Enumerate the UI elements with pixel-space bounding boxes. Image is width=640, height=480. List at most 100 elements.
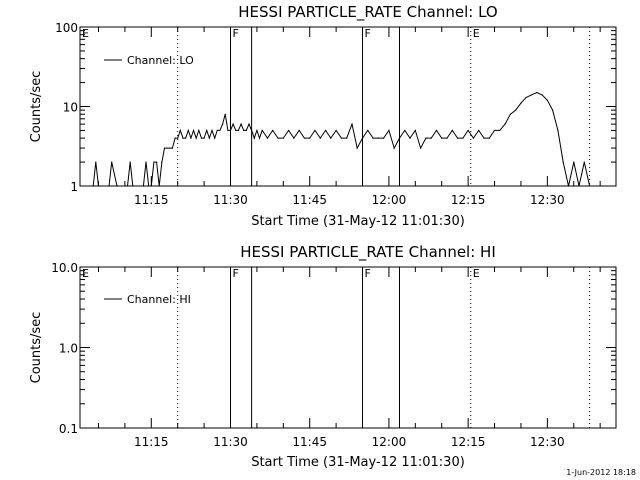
chart-title: HESSI PARTICLE_RATE Channel: LO	[238, 3, 497, 22]
data-point	[530, 94, 533, 96]
x-tick-label: 12:00	[372, 193, 407, 207]
y-tick-label: 10	[63, 101, 78, 115]
data-point	[541, 94, 543, 96]
data-point	[583, 161, 585, 163]
data-point	[573, 161, 575, 163]
data-point	[441, 137, 443, 139]
data-point	[515, 109, 517, 111]
data-point	[161, 161, 163, 163]
data-point	[446, 137, 448, 139]
data-point	[258, 137, 261, 139]
x-axis-label: Start Time (31-May-12 11:01:30)	[251, 455, 465, 470]
data-point	[206, 129, 208, 132]
data-point	[200, 137, 203, 139]
x-tick-label: 11:45	[292, 435, 327, 449]
data-point	[361, 137, 364, 139]
data-point	[425, 137, 427, 139]
data-point	[195, 137, 197, 139]
data-point	[126, 185, 129, 187]
data-point	[552, 109, 554, 111]
plot-frame	[79, 26, 617, 187]
y-tick-label: 0.1	[59, 422, 78, 436]
data-point	[435, 129, 438, 132]
x-tick-label: 12:30	[530, 193, 565, 207]
data-point	[163, 147, 166, 149]
data-point	[251, 129, 253, 132]
data-point	[367, 129, 369, 132]
panel-lo: HESSI PARTICLE_RATE Channel: LO Start Tim…	[29, 3, 617, 229]
data-point	[372, 137, 374, 139]
data-point	[116, 185, 118, 187]
y-axis-label: Counts/sec	[29, 71, 44, 143]
x-tick-label: 12:15	[451, 435, 486, 449]
data-point	[467, 129, 469, 132]
data-point	[190, 137, 192, 139]
data-point	[488, 137, 490, 139]
data-point	[179, 129, 181, 132]
event-label: F	[365, 27, 371, 40]
data-point	[298, 129, 300, 132]
data-point	[499, 129, 501, 132]
data-point	[216, 129, 218, 132]
data-point	[266, 137, 269, 139]
data-point	[493, 129, 496, 132]
data-point	[187, 129, 189, 132]
data-point	[309, 137, 311, 139]
data-point	[169, 147, 171, 149]
data-point	[293, 137, 295, 139]
data-point	[456, 137, 459, 139]
event-label: F	[365, 267, 371, 280]
footer-timestamp: 1-Jun-2012 18:18	[566, 468, 636, 477]
data-point	[282, 137, 284, 139]
data-point	[525, 96, 527, 99]
data-point	[404, 129, 406, 132]
data-point	[409, 137, 411, 139]
data-point	[145, 161, 147, 163]
data-point	[203, 137, 205, 139]
data-point	[243, 129, 245, 132]
data-point	[509, 113, 511, 115]
data-point	[335, 129, 337, 132]
data-point	[185, 137, 187, 139]
event-label: F	[233, 27, 239, 40]
data-point	[478, 129, 480, 132]
data-point	[340, 137, 342, 139]
x-tick-label: 11:15	[134, 435, 169, 449]
data-point	[567, 185, 570, 187]
y-tick-label: 100	[55, 21, 78, 35]
plot-frame	[79, 266, 617, 429]
event-label: E	[473, 267, 480, 280]
data-point	[237, 129, 240, 132]
data-point	[578, 185, 580, 187]
x-tick-label: 12:00	[372, 435, 407, 449]
data-point	[383, 137, 385, 139]
data-point	[214, 137, 216, 139]
data-point	[414, 129, 416, 132]
data-point	[388, 129, 390, 132]
data-point	[319, 137, 321, 139]
data-point	[227, 129, 229, 132]
data-point	[351, 123, 353, 125]
x-tick-label: 12:30	[530, 435, 565, 449]
data-point	[198, 129, 200, 132]
x-tick-label: 11:15	[134, 193, 169, 207]
data-point	[420, 147, 422, 149]
data-point	[92, 185, 94, 187]
data-point	[132, 185, 134, 187]
data-point	[208, 137, 210, 139]
data-point	[232, 123, 234, 125]
series-line-channel-lo	[92, 91, 591, 187]
data-point	[472, 137, 475, 139]
data-point	[324, 129, 327, 132]
data-point	[256, 129, 258, 132]
data-point	[171, 147, 174, 149]
data-point	[111, 161, 113, 163]
data-point	[557, 129, 559, 132]
data-point	[483, 137, 485, 139]
legend-label: Channel: LO	[127, 54, 194, 67]
data-point	[248, 123, 250, 125]
data-point	[253, 137, 255, 139]
data-point	[393, 147, 395, 149]
data-point	[314, 129, 316, 132]
data-point	[177, 137, 179, 139]
